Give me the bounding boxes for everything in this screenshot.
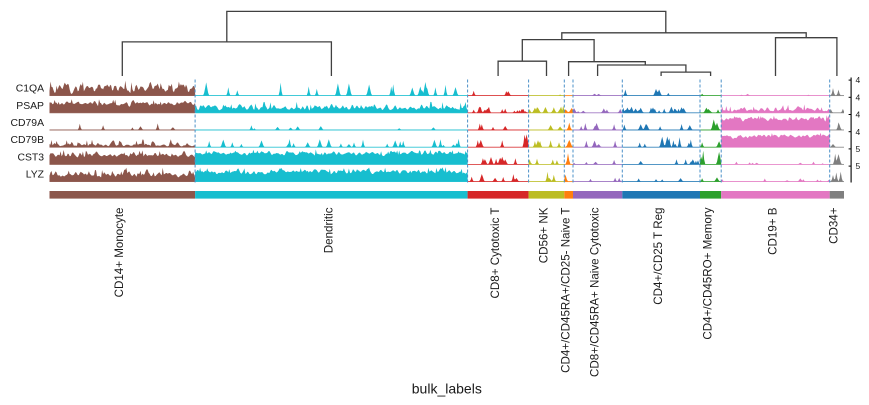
svg-text:4: 4 xyxy=(856,127,861,137)
svg-text:CD4+/CD45RA+/CD25- Naive T: CD4+/CD45RA+/CD25- Naive T xyxy=(560,208,573,373)
svg-text:4: 4 xyxy=(856,75,861,85)
svg-text:Dendritic: Dendritic xyxy=(322,207,335,253)
svg-text:CD79A: CD79A xyxy=(11,118,45,129)
svg-text:CD4+/CD45RO+ Memory: CD4+/CD45RO+ Memory xyxy=(702,207,715,339)
svg-text:C1QA: C1QA xyxy=(16,84,44,95)
svg-text:PSAP: PSAP xyxy=(16,101,44,112)
svg-text:CD4+/CD25 T Reg: CD4+/CD25 T Reg xyxy=(652,208,665,305)
svg-text:4: 4 xyxy=(856,110,861,120)
svg-text:CD8+ Cytotoxic T: CD8+ Cytotoxic T xyxy=(489,208,502,299)
svg-text:CD8+/CD45RA+ Naive Cytotoxic: CD8+/CD45RA+ Naive Cytotoxic xyxy=(589,207,602,377)
svg-text:CD79B: CD79B xyxy=(11,135,45,146)
svg-text:bulk_labels: bulk_labels xyxy=(412,381,482,397)
svg-text:CST3: CST3 xyxy=(17,152,44,163)
svg-text:CD14+ Monocyte: CD14+ Monocyte xyxy=(113,208,126,298)
svg-text:5: 5 xyxy=(856,161,861,171)
svg-text:CD56+ NK: CD56+ NK xyxy=(537,207,550,263)
svg-text:CD34+: CD34+ xyxy=(828,207,841,244)
svg-text:5: 5 xyxy=(856,144,861,154)
svg-text:4: 4 xyxy=(856,92,861,102)
svg-text:LYZ: LYZ xyxy=(26,170,45,181)
svg-text:CD19+ B: CD19+ B xyxy=(766,207,779,255)
